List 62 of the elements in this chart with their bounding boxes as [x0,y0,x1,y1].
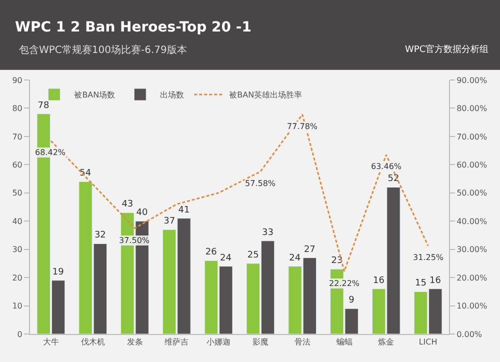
y-tick-label: 90 [12,76,22,85]
data-label: 16 [430,276,442,286]
y-tick-label: 80 [12,104,22,114]
y2-tick-label: 60.00% [456,160,488,170]
data-label: 43 [122,200,134,210]
data-label: 41 [178,205,190,216]
x-tick-label: LICH [418,338,438,347]
x-tick-label: 维萨吉 [164,338,189,347]
data-label: 19 [52,267,64,278]
y2-tick-label: 10.00% [456,302,488,311]
y2-tick-label: 20.00% [456,273,488,282]
y2-tick-label: 30.00% [456,245,488,254]
data-label: 78 [38,100,50,111]
y-tick-label: 30 [12,245,22,254]
x-tick-label: 蝙蝠 [336,338,352,347]
chart-title: WPC 1 2 Ban Heroes-Top 20 -1 [15,20,252,36]
x-tick-label: 炼金 [378,338,394,347]
chart-subtitle: 包含WPC常规赛100场比赛-6.79版本 [19,44,187,56]
y2-tick-label: 70.00% [456,132,488,142]
data-label: 32 [94,230,106,241]
data-label: 52 [388,174,400,184]
y-tick-label: 0 [17,330,22,339]
data-label: 63.46% [371,162,402,171]
data-label: 22.22% [329,279,360,288]
y2-tick-label: 50.00% [456,188,488,198]
legend-label: 被BAN场数 [74,90,116,100]
data-label: 40 [136,208,148,218]
x-tick-label: 影魔 [252,338,268,347]
data-label: 37 [164,216,176,227]
data-label: 33 [262,228,274,238]
data-label: 25 [247,250,259,260]
legend-label: 出场数 [160,90,184,100]
x-tick-label: 骨法 [294,338,310,347]
y2-tick-label: 80.00% [456,104,488,114]
data-label: 54 [80,168,92,179]
y2-tick-label: 90.00% [456,76,488,85]
text: WPC官方数据分析组 [405,44,489,55]
data-label: 37.50% [119,236,150,245]
data-label: 15 [414,278,426,289]
data-label: 27 [304,244,316,255]
data-label: 68.42% [35,148,66,157]
y-tick-label: 60 [12,160,22,170]
x-tick-label: 发条 [126,338,143,347]
y-tick-label: 70 [12,132,22,142]
y-tick-label: 10 [12,302,22,311]
x-tick-label: 伐木机 [80,338,105,347]
data-label: 9 [348,296,355,306]
data-label: 16 [372,276,385,286]
data-label: 26 [205,248,218,258]
x-tick-label: 大牛 [42,338,59,347]
y-tick-label: 40 [12,216,22,226]
data-label: 57.58% [245,179,276,188]
data-label: 31.25% [413,253,444,262]
legend-label: 被BAN英雄出场胜率 [229,90,302,100]
x-tick-label: 小娜迦 [206,338,231,347]
y-tick-label: 50 [12,188,22,198]
y-tick-label: 20 [12,273,22,282]
data-label: 24 [289,253,301,264]
y2-tick-label: 40.00% [456,216,488,226]
data-label: 24 [220,253,232,264]
y2-tick-label: 0.00% [456,330,482,339]
data-label: 77.78% [287,122,318,131]
